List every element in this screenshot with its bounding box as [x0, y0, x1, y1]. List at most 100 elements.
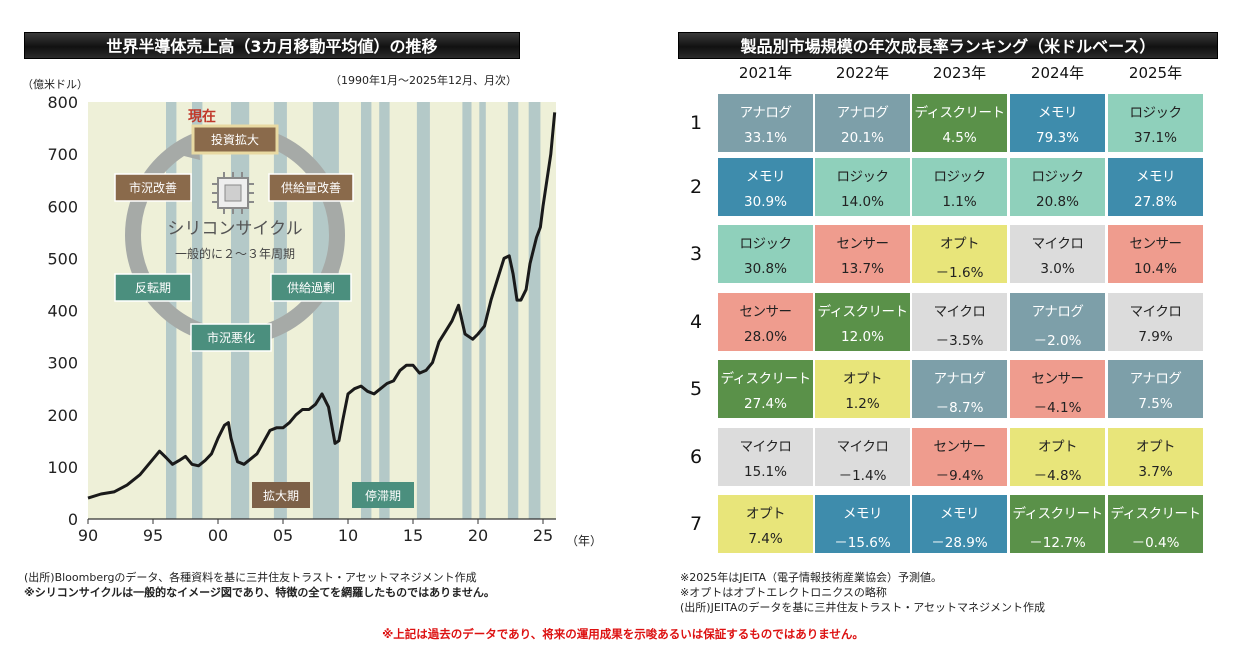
product-name: ロジック [1129, 105, 1183, 121]
growth-rate: 4.5% [942, 130, 977, 146]
cycle-subtitle: 一般的に２～３年周期 [175, 246, 295, 261]
cycle-title: シリコンサイクル [167, 219, 302, 239]
product-name: オプト [940, 236, 980, 252]
y-tick-label: 700 [47, 145, 78, 164]
product-name: センサー [739, 304, 793, 320]
growth-rate: 10.4% [1134, 261, 1177, 277]
stagnation-phase-box [352, 482, 414, 508]
semiconductor-sales-chart: 0 100 200 300 400 500 600 700 800 90 95 00 05 10 15 20… [47, 93, 557, 545]
y-tick-label: 0 [68, 510, 78, 529]
period-label: （1990年1月～2025年12月、月次） [330, 74, 517, 87]
rank-number: 5 [689, 378, 703, 400]
stagnation-phase-label: 停滞期 [365, 488, 401, 503]
product-name: オプト [1136, 439, 1176, 455]
ranking-cell: オプト 1.2% [815, 360, 910, 418]
growth-rate: －0.4% [1131, 535, 1180, 551]
forecast-note: ※2025年はJEITA（電子情報技術産業協会）予測値。 [680, 571, 943, 584]
stage-market-improvement-label: 市況改善 [129, 180, 177, 195]
x-tick-label: 90 [78, 526, 98, 545]
ranking-cell: マイクロ －3.5% [912, 293, 1007, 351]
product-name: メモリ [1038, 105, 1078, 121]
growth-rate: 27.4% [744, 396, 787, 412]
ranking-cell: オプト 3.7% [1108, 428, 1203, 486]
growth-rate: －12.7% [1029, 535, 1086, 551]
ranking-cell: アナログ 33.1% [718, 94, 813, 152]
product-name: オプト [1038, 439, 1078, 455]
rank-number: 4 [689, 311, 703, 333]
stagnation-band [462, 102, 472, 519]
product-name: ディスクリート [1012, 506, 1103, 522]
ranking-cell: ロジック 14.0% [815, 158, 910, 216]
y-tick-label: 500 [47, 249, 78, 268]
x-tick-label: 00 [208, 526, 228, 545]
stage-market-worsening-label: 市況悪化 [207, 330, 255, 345]
product-name: アナログ [836, 105, 889, 121]
right-source-note: (出所)JEITAのデータを基に三井住友トラスト・アセットマネジメント作成 [680, 601, 1045, 614]
year-header: 2022年 [835, 64, 890, 82]
stage-market-improvement-box [114, 173, 192, 202]
silicon-cycle-diagram: シリコンサイクル 一般的に２～３年周期 現在 投資拡大供給量改善供給過剰市況悪化… [114, 108, 354, 352]
product-name: センサー [933, 439, 987, 455]
stagnation-band [192, 102, 203, 519]
ranking-cell: ディスクリート 12.0% [815, 293, 910, 351]
growth-rate: 7.4% [748, 531, 783, 547]
product-name: ディスクリート [817, 304, 908, 320]
product-name: オプト [843, 371, 883, 387]
ranking-cell: メモリ －28.9% [912, 495, 1007, 553]
year-header: 2021年 [738, 64, 793, 82]
product-name: マイクロ [739, 439, 792, 455]
stagnation-band [361, 102, 372, 519]
stagnation-band [416, 102, 430, 519]
product-name: センサー [836, 236, 890, 252]
product-name: センサー [1031, 371, 1085, 387]
x-axis-unit: （年） [566, 534, 603, 548]
growth-rate: 30.9% [744, 194, 787, 210]
product-name: マイクロ [1129, 304, 1182, 320]
ranking-cell: アナログ 20.1% [815, 94, 910, 152]
ranking-cell: メモリ 30.9% [718, 158, 813, 216]
disclaimer: ※上記は過去のデータであり、将来の運用成果を示唆あるいは保証するものではありませ… [382, 627, 864, 641]
chip-icon [212, 172, 254, 214]
product-name: ディスクリート [720, 371, 811, 387]
cycle-now-label: 現在 [188, 108, 216, 125]
growth-rate: 20.8% [1036, 194, 1079, 210]
rank-number: 3 [689, 243, 703, 265]
x-tick-label: 05 [273, 526, 293, 545]
y-tick-label: 600 [47, 197, 78, 216]
ranking-cell: アナログ －8.7% [912, 360, 1007, 418]
product-name: ロジック [933, 169, 987, 185]
y-tick-label: 100 [47, 458, 78, 477]
growth-rate: 3.0% [1040, 261, 1075, 277]
stage-oversupply-box [270, 273, 352, 302]
product-name: アナログ [933, 371, 986, 387]
product-name: ロジック [1031, 169, 1085, 185]
growth-rate: 14.0% [841, 194, 884, 210]
y-tick-label: 200 [47, 406, 78, 425]
ranking-cell: センサー 10.4% [1108, 225, 1203, 283]
x-tick-label: 25 [533, 526, 553, 545]
rank-number: 2 [689, 176, 703, 198]
left-source-note: (出所)Bloombergのデータ、各種資料を基に三井住友トラスト・アセットマネ… [24, 571, 477, 584]
growth-rate: －15.6% [834, 535, 891, 551]
product-name: オプト [746, 506, 786, 522]
product-name: メモリ [843, 506, 883, 522]
stagnation-band [528, 102, 541, 519]
ranking-cell: ディスクリート －12.7% [1010, 495, 1105, 553]
growth-rate: 13.7% [841, 261, 884, 277]
ranking-cell: ロジック 37.1% [1108, 94, 1203, 152]
expansion-phase-box [252, 482, 310, 508]
ranking-cell: オプト －4.8% [1010, 428, 1105, 486]
x-tick-label: 20 [468, 526, 488, 545]
growth-rate: －1.6% [935, 265, 984, 281]
ranking-cell: ロジック 30.8% [718, 225, 813, 283]
expansion-phase-label: 拡大期 [263, 489, 299, 503]
stagnation-band [379, 102, 390, 519]
ranking-cell: マイクロ 15.1% [718, 428, 813, 486]
x-tick-label: 95 [143, 526, 163, 545]
growth-rate: －4.8% [1033, 468, 1082, 484]
ranking-cell: メモリ 27.8% [1108, 158, 1203, 216]
ranking-cell: メモリ －15.6% [815, 495, 910, 553]
ranking-cell: センサー －9.4% [912, 428, 1007, 486]
ranking-cell: オプト －1.6% [912, 225, 1007, 283]
growth-rate: －28.9% [931, 535, 988, 551]
